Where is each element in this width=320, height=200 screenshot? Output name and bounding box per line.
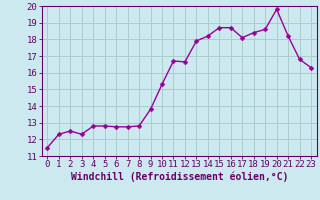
X-axis label: Windchill (Refroidissement éolien,°C): Windchill (Refroidissement éolien,°C) bbox=[70, 172, 288, 182]
